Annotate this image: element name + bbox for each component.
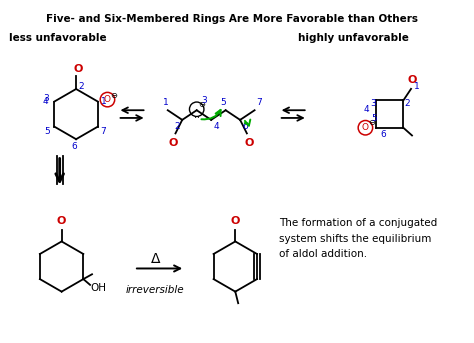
Text: O: O: [104, 95, 111, 104]
Text: OH: OH: [91, 283, 107, 293]
Text: ··: ··: [194, 113, 200, 123]
Text: O: O: [231, 216, 240, 226]
Text: O: O: [362, 123, 369, 132]
Text: ⊖: ⊖: [369, 118, 376, 127]
Text: 6: 6: [242, 122, 248, 131]
Text: irreversible: irreversible: [126, 285, 184, 295]
Text: The formation of a conjugated
system shifts the equilibrium
of aldol addition.: The formation of a conjugated system shi…: [279, 218, 437, 260]
Text: 1: 1: [100, 97, 107, 106]
Text: 6: 6: [380, 130, 386, 139]
Text: 5: 5: [220, 98, 226, 107]
Text: 6: 6: [71, 142, 77, 151]
Text: O: O: [169, 138, 178, 148]
Text: Δ: Δ: [150, 252, 160, 266]
Text: 4: 4: [213, 122, 219, 131]
Text: highly unfavorable: highly unfavorable: [298, 33, 409, 43]
Text: 7: 7: [100, 127, 106, 136]
Text: 2: 2: [174, 122, 180, 131]
Text: 3: 3: [370, 99, 376, 108]
Text: 1: 1: [163, 98, 169, 107]
Text: O: O: [244, 138, 254, 148]
Text: 3: 3: [201, 96, 207, 105]
Text: O: O: [407, 75, 417, 85]
Text: ⊖: ⊖: [110, 91, 117, 100]
Text: 7: 7: [256, 98, 262, 107]
Text: 1: 1: [414, 82, 419, 92]
Text: 5: 5: [371, 114, 377, 122]
Text: O: O: [57, 216, 66, 226]
Text: 2: 2: [404, 99, 410, 108]
Text: 5: 5: [45, 127, 50, 136]
Text: ⊖: ⊖: [198, 100, 205, 109]
Text: less unfavorable: less unfavorable: [9, 33, 106, 43]
Text: Five- and Six-Membered Rings Are More Favorable than Others: Five- and Six-Membered Rings Are More Fa…: [46, 14, 419, 24]
Text: 3: 3: [43, 94, 48, 103]
Text: O: O: [73, 63, 82, 73]
Text: 4: 4: [43, 97, 48, 106]
Text: 2: 2: [78, 82, 84, 91]
Text: 4: 4: [364, 105, 369, 114]
